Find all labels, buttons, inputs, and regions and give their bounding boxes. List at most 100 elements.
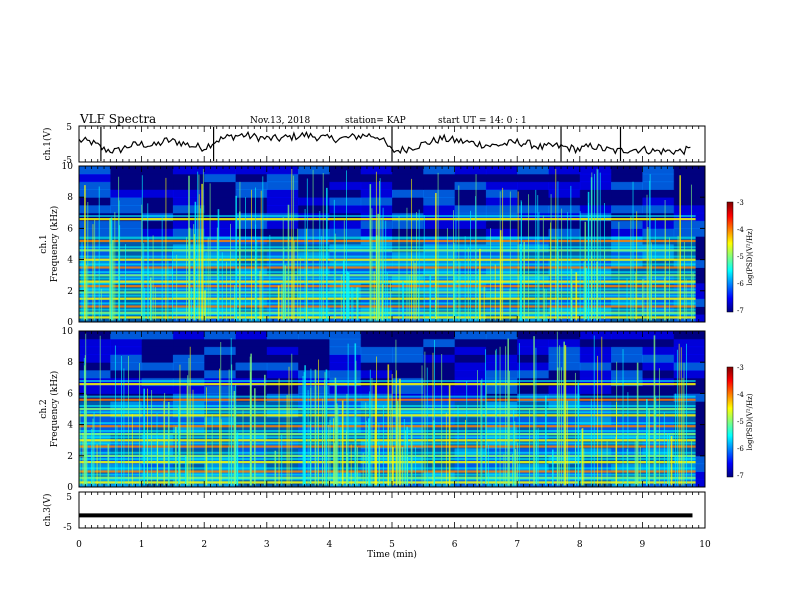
spectrogram-noise-cell	[673, 220, 706, 229]
spectrogram-noise-cell	[454, 346, 487, 355]
spectrogram-noise-cell	[423, 346, 456, 355]
spectrogram-noise-cell	[611, 416, 643, 426]
spectrogram-noise-cell	[329, 173, 362, 183]
spectrogram-noise-cell	[360, 338, 393, 348]
spectrogram-band-halo	[79, 236, 696, 239]
spectrogram-noise-cell	[579, 346, 612, 355]
x-tick-label: 2	[201, 540, 207, 550]
spectrogram-noise-cell	[235, 331, 268, 340]
spectrogram-noise-cell	[579, 205, 612, 214]
spectrogram-band-halo	[79, 255, 696, 258]
spectrogram-noise-cell	[329, 354, 362, 363]
spectrogram-noise-cell	[673, 166, 706, 175]
spectrogram-noise-cell	[141, 331, 174, 340]
spectrogram-noise-cell	[392, 346, 424, 355]
spectrogram-noise-cell	[485, 346, 518, 355]
ch3-waveform-panel: 5 -5 ch.3(V)	[42, 491, 706, 533]
spectrogram-noise-cell	[204, 346, 236, 355]
x-tick-label: 9	[640, 540, 646, 550]
spectrogram-noise-cell	[642, 424, 675, 433]
spectrogram-noise-cell	[642, 354, 675, 363]
spectrogram-noise-cell	[329, 346, 362, 355]
ytick-label: 2	[67, 452, 73, 462]
spectrogram-noise-cell	[642, 346, 675, 355]
ytick-label: 4	[67, 421, 73, 431]
spectrogram-noise-cell	[392, 416, 424, 426]
spectrogram-noise-cell	[642, 173, 675, 183]
spectrogram-band-halo	[79, 451, 696, 454]
spectrogram-noise-cell	[579, 354, 612, 363]
spectrogram-noise-cell	[141, 220, 174, 229]
ch1-colorbar-gradient	[726, 201, 734, 313]
spectrogram-noise-cell	[110, 362, 143, 371]
spectrogram-noise-cell	[485, 362, 518, 371]
spectrogram-noise-cell	[673, 181, 706, 190]
spectrogram-band	[79, 258, 696, 261]
spectrogram-band	[79, 481, 696, 484]
spectrogram-noise-cell	[611, 181, 643, 190]
spectrogram-noise-cell	[266, 331, 299, 340]
start-time-label: start UT = 14: 0 : 1	[438, 116, 527, 126]
spectrogram-noise-cell	[79, 205, 111, 214]
spectrogram-band-halo	[79, 458, 696, 461]
spectrogram-noise-cell	[141, 228, 174, 237]
spectrogram-noise-cell	[454, 354, 487, 363]
spectrogram-noise-cell	[204, 228, 236, 237]
spectrogram-noise-cell	[79, 354, 111, 363]
spectrogram-noise-cell	[266, 181, 299, 190]
spectrogram-noise-cell	[298, 370, 330, 379]
ytick-label: 6	[67, 224, 73, 234]
ytick-label: 0	[67, 318, 73, 328]
spectrogram-noise-cell	[141, 173, 174, 183]
ch1-cbar-tick: -3	[737, 199, 744, 207]
x-tick-label: 7	[514, 540, 520, 550]
spectrogram-noise-cell	[548, 173, 581, 183]
ch1-spectrogram-ylabel: Frequency (kHz)	[49, 206, 60, 283]
ch2-spectrogram-xticks	[78, 331, 706, 487]
spectrogram-noise-cell	[673, 205, 706, 214]
spectrogram-noise-cell	[642, 338, 675, 348]
spectrogram-noise-cell	[423, 205, 456, 214]
spectrogram-noise-cell	[423, 338, 456, 348]
spectrogram-noise-cell	[79, 181, 111, 190]
spectrogram-band	[79, 454, 696, 457]
ytick-label: 8	[67, 358, 73, 368]
spectrogram-noise-cell	[454, 385, 487, 394]
spectrogram-noise-cell	[79, 173, 111, 183]
spectrogram-noise-cell	[360, 166, 393, 175]
x-tick-label: 4	[327, 540, 333, 550]
spectrogram-noise-cell	[485, 331, 518, 340]
spectrogram-noise-cell	[141, 370, 174, 379]
spectrogram-band	[79, 414, 696, 417]
spectrogram-noise-cell	[454, 370, 487, 379]
spectrogram-noise-cell	[329, 331, 362, 340]
ch2-spectrogram-image	[79, 331, 706, 488]
spectrogram-noise-cell	[454, 338, 487, 348]
spectrogram-noise-cell	[485, 189, 518, 198]
spectrogram-noise-cell	[141, 424, 174, 433]
spectrogram-band	[79, 476, 696, 479]
spectrogram-noise-cell	[642, 331, 675, 340]
spectrogram-noise-cell	[392, 181, 424, 190]
spectrogram-noise-cell	[423, 354, 456, 363]
spectrogram-noise-cell	[329, 220, 362, 229]
spectrogram-noise-cell	[392, 205, 424, 214]
spectrogram-noise-cell	[642, 197, 675, 206]
spectrogram-noise-cell	[579, 331, 612, 340]
spectrogram-noise-cell	[110, 189, 143, 198]
spectrogram-noise-cell	[517, 331, 549, 340]
spectrogram-noise-cell	[517, 228, 549, 237]
spectrogram-noise-cell	[141, 362, 174, 371]
spectrogram-band	[79, 398, 696, 401]
spectrogram-noise-cell	[79, 362, 111, 371]
spectrogram-noise-cell	[423, 173, 456, 183]
ytick-label: 10	[62, 162, 74, 172]
spectrogram-noise-cell	[423, 424, 456, 433]
spectrogram-noise-cell	[673, 338, 706, 348]
spectrogram-noise-cell	[548, 228, 581, 237]
spectrogram-noise-cell	[485, 338, 518, 348]
spectrogram-noise-cell	[579, 228, 612, 237]
spectrogram-noise-cell	[110, 424, 143, 433]
spectrogram-noise-cell	[454, 424, 487, 433]
